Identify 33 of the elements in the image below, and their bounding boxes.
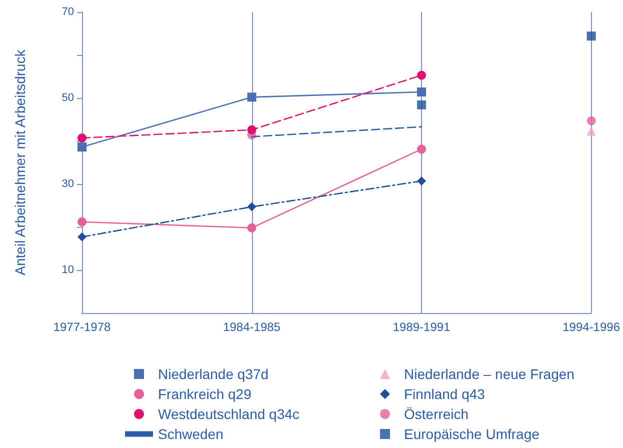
y-tick-label: 70	[62, 6, 74, 18]
point	[247, 202, 256, 212]
point	[247, 125, 256, 134]
point	[247, 223, 256, 232]
legend-label: Österreich	[404, 406, 469, 422]
point	[417, 144, 426, 154]
x-tick-label: 1984-1985	[223, 320, 281, 334]
point	[586, 32, 596, 41]
y-tick-label: 50	[62, 92, 74, 104]
legend-label: Schweden	[158, 426, 224, 442]
legend-label: Niederlande – neue Fragen	[404, 366, 574, 382]
point	[417, 100, 426, 110]
x-tick-label: 1994-1996	[562, 320, 620, 334]
point	[78, 133, 86, 142]
y-tick-label: 10	[62, 264, 74, 276]
point	[417, 176, 426, 186]
point	[417, 87, 426, 96]
y-tick-label: 30	[62, 178, 74, 190]
legend-label: Europäische Umfrage	[404, 426, 540, 442]
x-tick-label: 1977-1978	[53, 320, 112, 334]
legend-label: Frankreich q29	[158, 386, 252, 402]
point	[417, 70, 426, 80]
point	[78, 142, 86, 152]
point	[586, 116, 596, 126]
point	[247, 92, 256, 102]
point	[78, 217, 86, 226]
legend-label: Niederlande q37d	[158, 366, 269, 382]
point	[586, 126, 596, 136]
point	[78, 232, 86, 242]
legend-label: Finnland q43	[404, 386, 486, 402]
x-tick-label: 1989-1991	[392, 320, 451, 334]
legend-label: Westdeutschland q34c	[158, 406, 300, 422]
y-axis-title: Anteil Arbeitnehmer mit Arbeitsdruck	[12, 48, 28, 276]
